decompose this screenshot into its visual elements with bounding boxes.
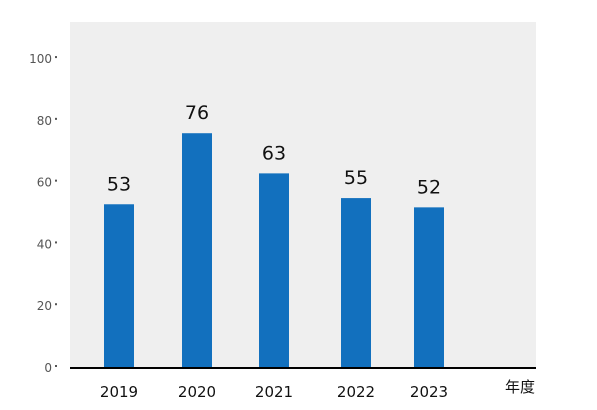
bar-2020	[182, 133, 212, 368]
data-label-2022: 55	[344, 167, 368, 189]
x-tick-label-2020: 2020	[178, 383, 216, 401]
plot-area	[70, 22, 536, 368]
data-label-2021: 63	[262, 142, 286, 164]
x-tick-label-2023: 2023	[410, 383, 448, 401]
x-tick-label-2022: 2022	[337, 383, 375, 401]
y-tick-label: 40	[37, 237, 52, 251]
y-tick-label: 60	[37, 176, 52, 190]
bar-2019	[104, 204, 134, 368]
bar-2021	[259, 173, 289, 368]
data-label-2020: 76	[185, 102, 209, 124]
y-tick-label: 0	[44, 361, 52, 375]
data-labels: 53 76 63 55 52	[107, 102, 441, 198]
x-tick-label-2021: 2021	[255, 383, 293, 401]
y-tick-label: 20	[37, 299, 52, 313]
y-tick-mark	[55, 179, 57, 182]
y-tick-mark	[55, 56, 57, 59]
y-tick-mark	[55, 241, 57, 244]
bar-series	[104, 133, 444, 368]
y-tick-mark	[55, 365, 57, 367]
data-label-2019: 53	[107, 173, 131, 195]
y-tick-mark	[55, 303, 57, 306]
y-tick-label: 80	[37, 114, 52, 128]
x-axis: 2019 2020 2021 2022 2023	[100, 383, 448, 401]
y-tick-mark	[55, 117, 57, 120]
data-label-2023: 52	[417, 176, 441, 198]
x-axis-title: 年度	[505, 378, 535, 396]
y-axis: 0 20 40 60 80 100	[29, 52, 57, 375]
y-tick-label: 100	[29, 52, 52, 66]
bar-2023	[414, 207, 444, 368]
x-tick-label-2019: 2019	[100, 383, 138, 401]
bar-2022	[341, 198, 371, 368]
